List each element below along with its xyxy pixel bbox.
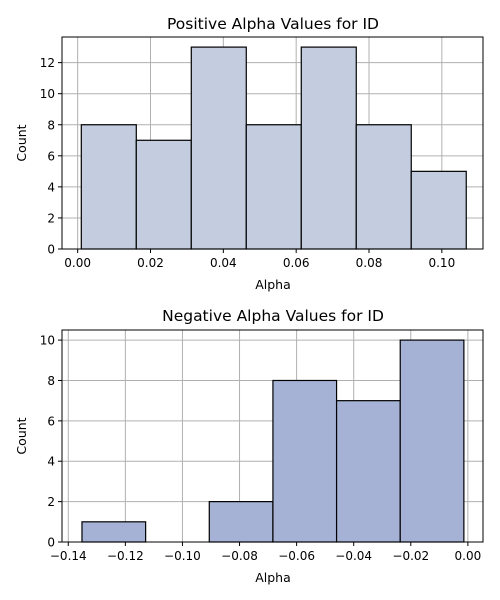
histogram-bar bbox=[399, 339, 465, 543]
x-ticks: −0.14 −0.12 −0.10 −0.08 −0.06 −0.04 −0.02 0.00 bbox=[50, 542, 481, 563]
y-axis-label: Count bbox=[14, 417, 29, 454]
plot-frame bbox=[61, 36, 484, 250]
x-tick-label: 0.04 bbox=[210, 256, 237, 270]
negative-alpha-histogram: Negative Alpha Values for ID −0.14 −0.12−… bbox=[14, 307, 484, 585]
x-ticks: 0.00 0.02 0.04 0.06 0.08 0.10 bbox=[64, 249, 455, 270]
x-tick-label: −0.04 bbox=[335, 549, 372, 563]
y-tick-label: 8 bbox=[47, 374, 55, 388]
x-tick-label: 0.08 bbox=[356, 256, 383, 270]
histogram-bar bbox=[335, 400, 401, 543]
x-tick-label: 0.10 bbox=[428, 256, 455, 270]
histogram-bar bbox=[245, 124, 302, 250]
y-ticks: 0 2 4 6 8 10 12 bbox=[40, 56, 62, 257]
x-tick-label: 0.00 bbox=[64, 256, 91, 270]
x-tick-label: −0.08 bbox=[221, 549, 258, 563]
x-tick-label: −0.02 bbox=[392, 549, 429, 563]
y-tick-label: 4 bbox=[47, 455, 55, 469]
histogram-bar bbox=[81, 521, 147, 543]
y-tick-label: 2 bbox=[47, 495, 55, 509]
histogram-bar bbox=[272, 379, 338, 543]
x-axis-label: Alpha bbox=[255, 570, 291, 585]
y-tick-label: 8 bbox=[47, 118, 55, 132]
y-tick-label: 0 bbox=[47, 536, 55, 550]
bars bbox=[81, 339, 465, 543]
y-tick-label: 4 bbox=[47, 180, 55, 194]
y-tick-label: 6 bbox=[47, 149, 55, 163]
x-axis-label: Alpha bbox=[255, 277, 291, 292]
x-tick-label: −0.06 bbox=[278, 549, 315, 563]
plot-frame bbox=[61, 329, 484, 543]
histogram-bar bbox=[135, 139, 192, 250]
histogram-bar bbox=[80, 124, 137, 250]
chart-title: Negative Alpha Values for ID bbox=[162, 307, 384, 325]
y-tick-label: 10 bbox=[40, 334, 55, 348]
x-tick-label: 0.00 bbox=[455, 549, 482, 563]
y-tick-label: 2 bbox=[47, 211, 55, 225]
x-tick-label: −0.10 bbox=[164, 549, 201, 563]
x-tick-label: −0.14 bbox=[50, 549, 87, 563]
y-tick-label: 6 bbox=[47, 414, 55, 428]
x-tick-label: 0.02 bbox=[137, 256, 164, 270]
positive-alpha-histogram: Positive Alpha Values for ID 0.00 0.02 0.0… bbox=[14, 15, 484, 292]
x-tick-label: 0.06 bbox=[283, 256, 310, 270]
y-tick-label: 10 bbox=[40, 87, 55, 101]
y-tick-label: 12 bbox=[40, 56, 55, 70]
histogram-bar bbox=[300, 46, 357, 250]
y-ticks: 0 2 4 6 8 10 bbox=[40, 334, 62, 550]
x-tick-label: −0.12 bbox=[107, 549, 144, 563]
histogram-bar bbox=[410, 170, 467, 250]
histogram-bar bbox=[355, 124, 412, 250]
chart-title: Positive Alpha Values for ID bbox=[167, 15, 379, 33]
histogram-bar bbox=[208, 501, 274, 543]
y-axis-label: Count bbox=[14, 124, 29, 161]
bars bbox=[80, 46, 467, 250]
histogram-bar bbox=[190, 46, 247, 250]
y-tick-label: 0 bbox=[47, 243, 55, 257]
